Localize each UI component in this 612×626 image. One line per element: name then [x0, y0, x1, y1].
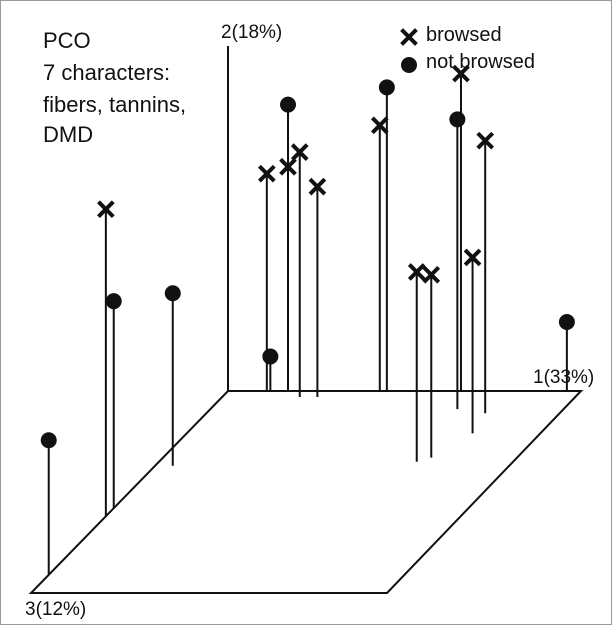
title-line-2: 7 characters: — [43, 60, 170, 85]
browsed-point-7-x-marker — [452, 64, 470, 83]
title-line-1: PCO — [43, 28, 91, 53]
browsed-point-10-x-marker — [407, 263, 426, 281]
browsed-point-6-x-marker — [370, 116, 389, 135]
axis-3-label: 3(12%) — [25, 599, 86, 620]
not-browsed-point-3-circle-marker — [40, 432, 57, 449]
legend-browsed-x-icon-stroke-b — [400, 28, 418, 46]
legend-not-browsed-icon — [401, 57, 417, 73]
base-plane — [28, 390, 584, 594]
browsed-point-4-x-marker — [97, 200, 115, 219]
legend-not-browsed-circle-icon — [401, 57, 417, 73]
browsed-point-10-x-marker-stroke-b — [407, 263, 426, 281]
browsed-point-9-x-marker-stroke-b — [422, 265, 441, 284]
browsed-point-11-x-marker-stroke-b — [463, 248, 482, 267]
not-browsed-point-1-circle-marker — [164, 285, 181, 302]
browsed-point-6-x-marker-stroke-b — [370, 116, 389, 135]
legend-not-browsed-label: not browsed — [426, 51, 535, 73]
browsed-point-1-x-marker — [308, 177, 327, 196]
browsed-point-11-x-marker — [463, 248, 482, 267]
browsed-point-2-x-marker — [290, 143, 309, 161]
legend-browsed-label: browsed — [426, 24, 502, 46]
not-browsed-point-6-circle-marker — [378, 79, 395, 96]
legend: browsed not browsed — [400, 24, 535, 73]
browsed-point-5-x-marker-stroke-b — [258, 164, 276, 183]
title-line-3: fibers, tannins, — [43, 92, 186, 117]
browsed-point-9-x-marker — [422, 265, 441, 284]
axis-1-label: 1(33%) — [533, 367, 594, 388]
axis-2-label: 2(18%) — [221, 22, 282, 43]
legend-browsed-icon — [400, 28, 418, 46]
title-line-4: DMD — [43, 122, 93, 147]
browsed-point-8-x-marker — [476, 131, 495, 150]
not-browsed-point-8-circle-marker — [558, 314, 575, 330]
browsed-point-8-x-marker-stroke-b — [476, 131, 495, 150]
marks-layer — [40, 64, 575, 575]
browsed-point-7-x-marker-stroke-b — [452, 64, 470, 83]
not-browsed-point-5-circle-marker — [262, 348, 279, 365]
not-browsed-point-2-circle-marker — [105, 293, 122, 310]
browsed-point-1-x-marker-stroke-b — [308, 177, 327, 196]
browsed-point-4-x-marker-stroke-b — [97, 200, 115, 219]
browsed-point-2-x-marker-stroke-b — [290, 143, 309, 161]
browsed-point-5-x-marker — [258, 164, 276, 183]
legend-browsed-x-icon — [400, 28, 418, 46]
not-browsed-point-7-circle-marker — [449, 111, 466, 128]
not-browsed-point-4-circle-marker — [280, 96, 297, 113]
